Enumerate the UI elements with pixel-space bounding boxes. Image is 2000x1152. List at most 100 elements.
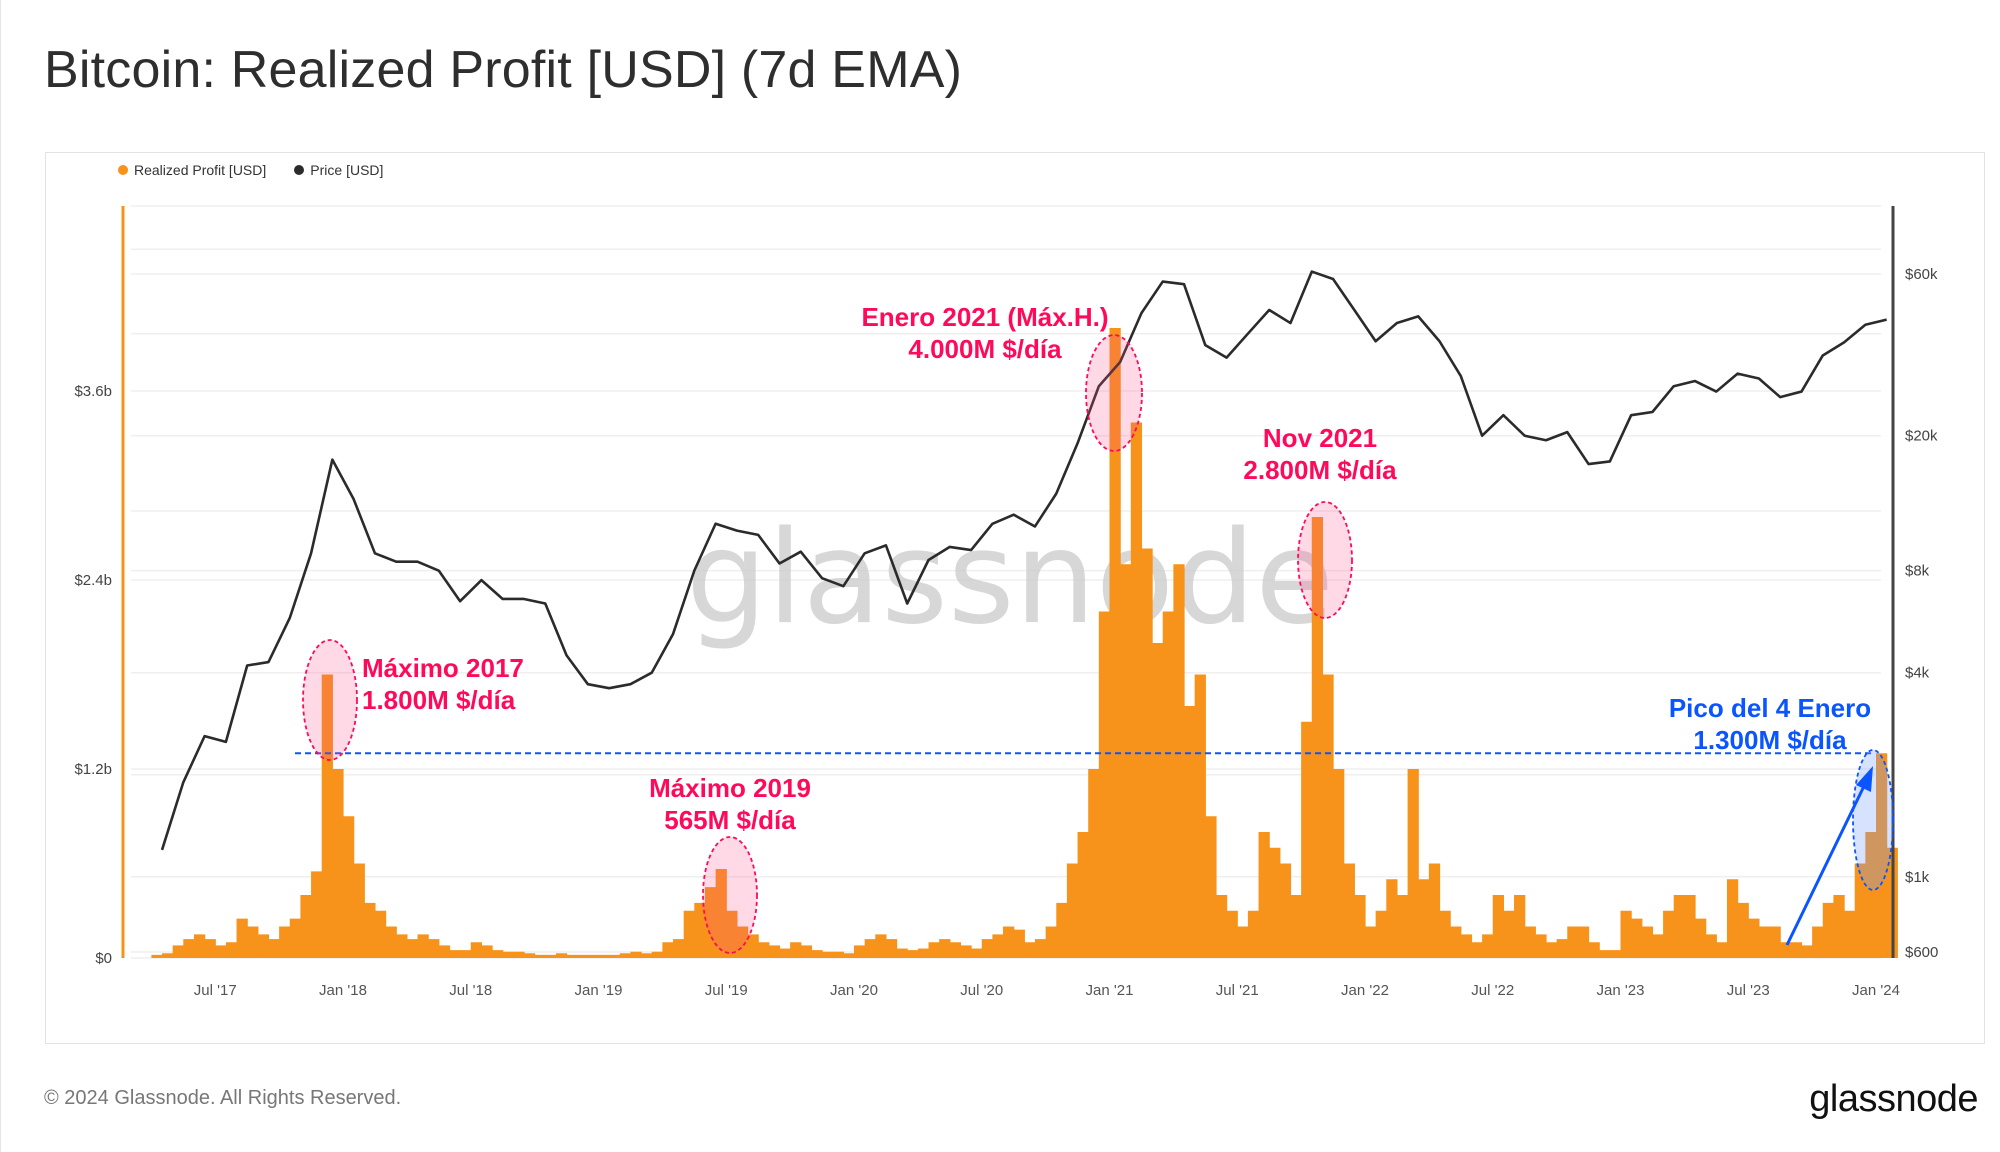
profit-bar [960, 945, 972, 958]
profit-bar [1876, 753, 1888, 958]
profit-bar [1748, 918, 1760, 958]
profit-bar [1098, 611, 1111, 958]
profit-bar [1439, 910, 1451, 958]
profit-bar [1758, 926, 1771, 958]
profit-bar [843, 953, 855, 958]
profit-bar [598, 954, 610, 958]
profit-bar [1705, 934, 1717, 958]
profit-bar [300, 895, 312, 958]
annotation-label-jan2021: Enero 2021 (Máx.H.) [861, 302, 1108, 332]
profit-bar [1194, 674, 1206, 958]
profit-bar [630, 951, 642, 958]
annotation-label-max2017: 1.800M $/día [362, 685, 516, 715]
profit-bar [1673, 895, 1685, 958]
profit-bar [1684, 895, 1696, 958]
legend-item-price[interactable]: Price [USD] [294, 162, 383, 178]
profit-bar [1450, 926, 1462, 958]
profit-bar [151, 954, 163, 958]
x-tick-label: Jul '19 [705, 982, 748, 999]
profit-bar [1663, 910, 1675, 958]
y-right-tick-label: $8k [1905, 563, 1930, 580]
annotation-ellipse-max2019 [702, 836, 758, 954]
profit-bar [502, 951, 514, 958]
x-tick-label: Jul '20 [960, 982, 1003, 999]
profit-bar [736, 926, 749, 958]
profit-bar [875, 934, 887, 958]
profit-bar [343, 816, 355, 958]
profit-bar [555, 953, 568, 958]
x-tick-label: Jul '23 [1727, 982, 1770, 999]
profit-bar [1631, 918, 1643, 958]
profit-bar [1833, 895, 1845, 958]
profit-bar [768, 945, 781, 958]
profit-bar [1769, 926, 1781, 958]
profit-bar [1109, 328, 1121, 958]
profit-bar [1386, 879, 1398, 958]
profit-bar [1184, 706, 1196, 958]
legend: Realized Profit [USD] Price [USD] [118, 162, 383, 178]
profit-bar [1333, 769, 1345, 958]
profit-bar [1790, 942, 1803, 958]
profit-bar [1460, 934, 1473, 958]
profit-bar [1556, 939, 1568, 958]
profit-bar [1780, 942, 1792, 958]
profit-bar [268, 939, 280, 958]
profit-bar [1013, 929, 1025, 958]
y-right-tick-label: $1k [1905, 869, 1930, 886]
profit-bar [651, 951, 663, 958]
profit-bar [1173, 564, 1185, 958]
profit-bar [481, 945, 493, 958]
profit-bar [758, 942, 770, 958]
profit-bar [1428, 863, 1441, 958]
profit-bar [971, 948, 983, 958]
page-border [0, 0, 1, 1152]
profit-bar [374, 910, 387, 958]
y-left-tick-label: $1.2b [74, 761, 112, 778]
profit-bar [1205, 816, 1217, 958]
profit-bar [694, 902, 706, 958]
x-tick-label: Jan '22 [1341, 982, 1389, 999]
profit-bar [289, 918, 302, 958]
profit-bar [1822, 902, 1835, 958]
profit-bar [928, 942, 940, 958]
profit-bar [864, 939, 876, 958]
profit-bar [492, 950, 504, 958]
profit-bar [1024, 942, 1036, 958]
y-right-tick-label: $4k [1905, 665, 1930, 682]
profit-bar [183, 939, 195, 958]
annotation-ellipse-nov2021 [1297, 501, 1353, 619]
profit-bar [545, 954, 557, 958]
profit-bar [1258, 832, 1270, 958]
chart-card [45, 152, 1985, 1044]
profit-bar [1812, 926, 1824, 958]
profit-bar [1737, 902, 1749, 958]
profit-bar [1535, 934, 1547, 958]
profit-bar [1301, 721, 1313, 958]
y-right-tick-label: $600 [1905, 944, 1938, 961]
x-tick-label: Jul '21 [1216, 982, 1259, 999]
profit-bar [609, 954, 621, 958]
legend-item-realized-profit[interactable]: Realized Profit [USD] [118, 162, 266, 178]
profit-bar [1844, 910, 1856, 958]
profit-bar [832, 951, 844, 958]
x-tick-label: Jan '18 [319, 982, 367, 999]
profit-bar [1365, 926, 1377, 958]
annotation-label-max2019: Máximo 2019 [649, 773, 811, 803]
profit-bar [619, 953, 632, 958]
profit-bar [1045, 926, 1057, 958]
annotation-label-jan2021: 4.000M $/día [908, 334, 1062, 364]
profit-bar [1130, 422, 1143, 958]
profit-bar [204, 939, 216, 958]
profit-bar [1290, 895, 1302, 958]
profit-bar [790, 942, 802, 958]
profit-bar [215, 945, 227, 958]
profit-bar [1066, 863, 1079, 958]
profit-bar [162, 953, 174, 958]
annotation-label-max2019: 565M $/día [664, 805, 796, 835]
profit-bar [641, 953, 653, 958]
profit-bar [1322, 674, 1334, 958]
profit-bar [662, 942, 674, 958]
profit-bar [1545, 942, 1558, 958]
profit-bar [1599, 950, 1611, 958]
profit-bar [236, 918, 248, 958]
